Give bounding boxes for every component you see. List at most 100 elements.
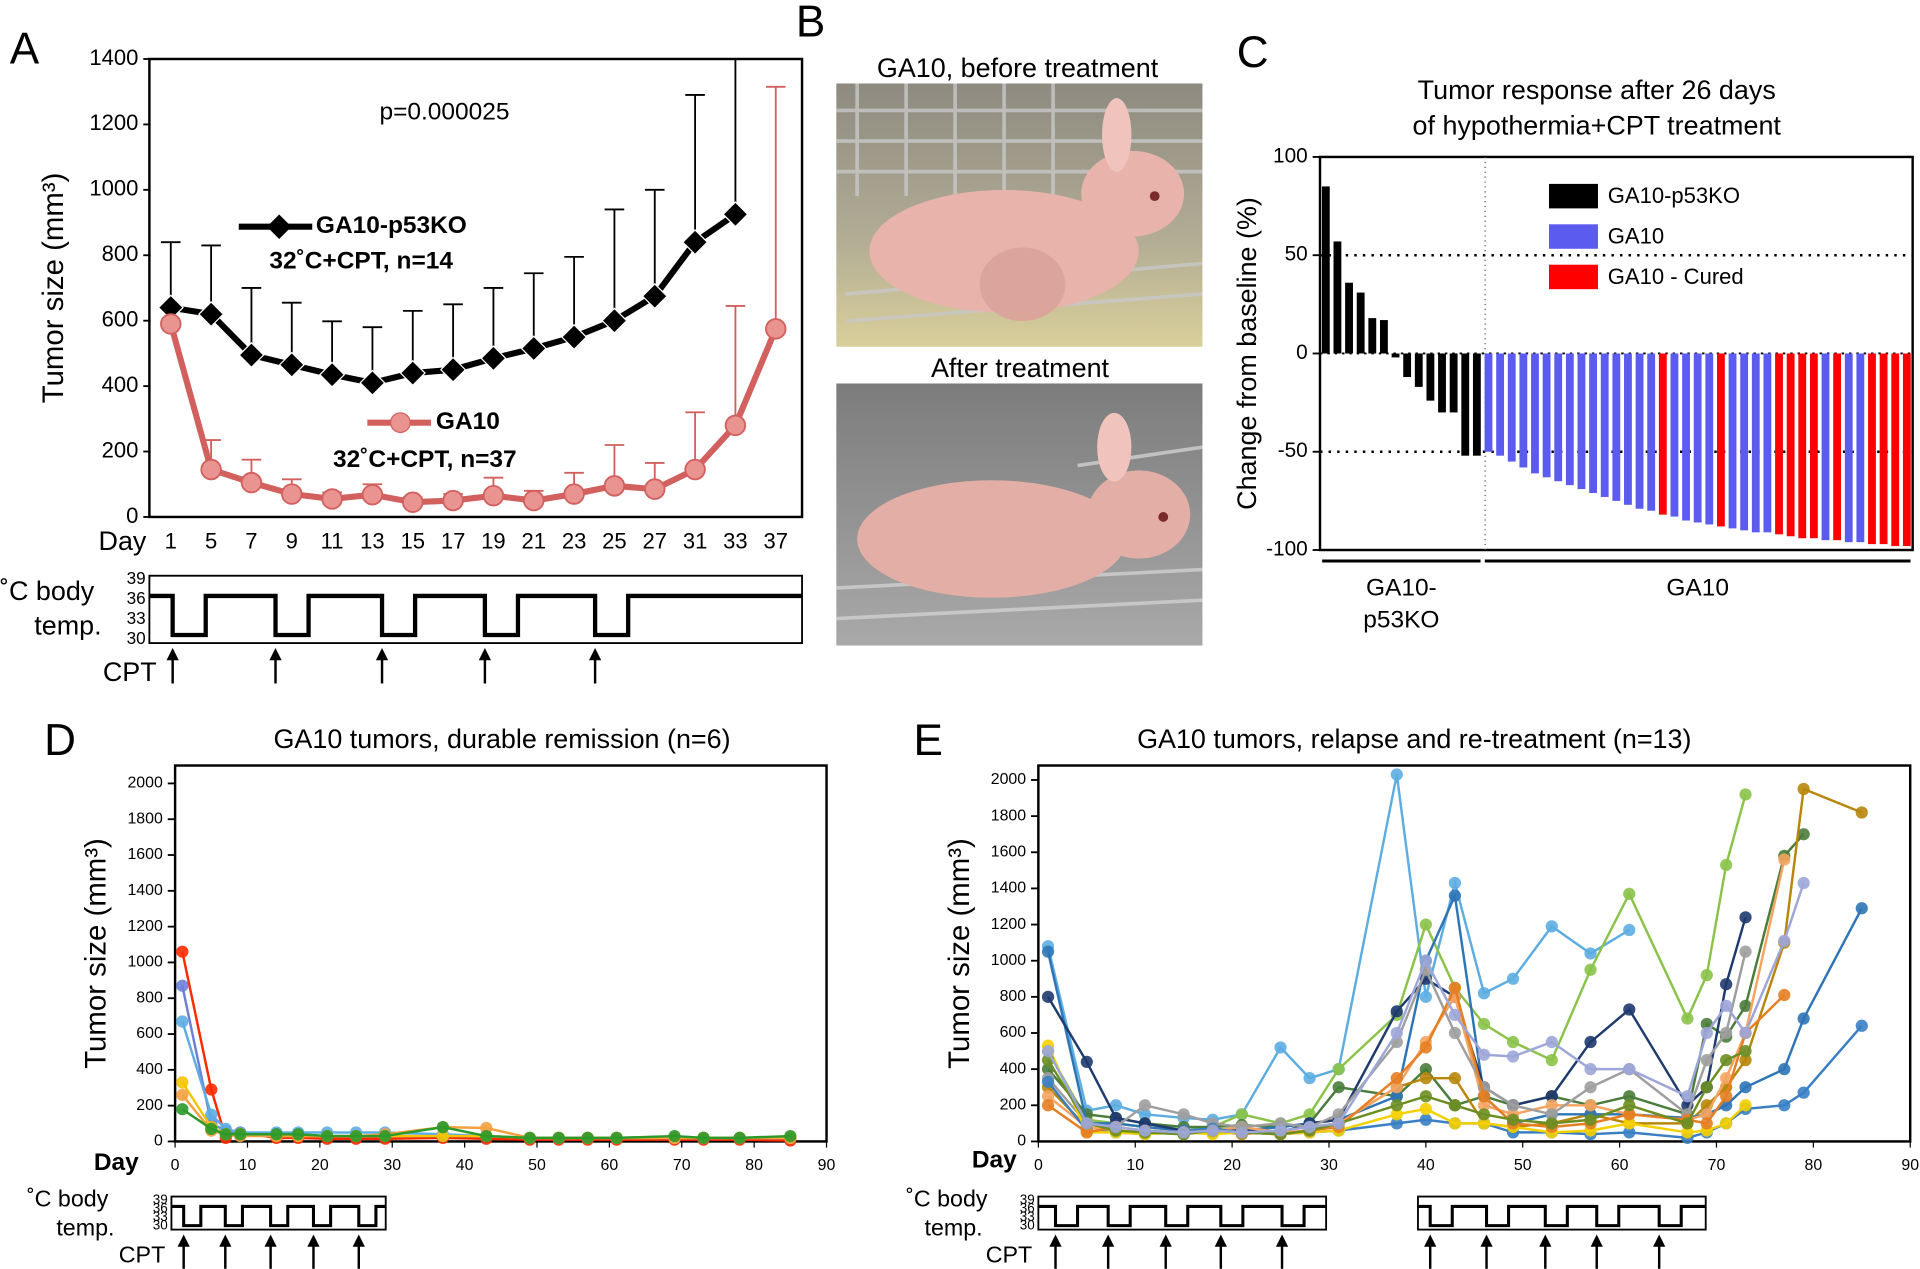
x-tick-label: 25 [602, 528, 627, 553]
point [378, 1129, 392, 1143]
y-tick-label: 2000 [127, 775, 163, 792]
y-tick-label: 1600 [127, 846, 163, 863]
point [480, 345, 507, 372]
point [1778, 853, 1791, 866]
point [1390, 1026, 1403, 1040]
temp-tick-label: 36 [127, 588, 146, 608]
series-line [181, 985, 791, 1140]
legend-swatch [1548, 183, 1598, 209]
y-tick-label: 1200 [127, 918, 163, 935]
y-tick-label: 600 [1000, 1024, 1027, 1041]
bar [1868, 353, 1876, 545]
x-tick-label: 80 [1804, 1157, 1822, 1174]
point [1681, 1090, 1694, 1103]
y-tick-label: 200 [1000, 1096, 1027, 1113]
point [205, 1108, 218, 1121]
y-tick-label: 1400 [89, 45, 138, 70]
point [1739, 1081, 1752, 1094]
y-tick-label: 2000 [991, 771, 1027, 788]
x-tick-label: 80 [745, 1157, 763, 1174]
x-tick-label: 31 [683, 528, 708, 553]
point [442, 489, 464, 512]
point [1739, 1099, 1752, 1112]
point [1080, 1055, 1093, 1069]
y-tick-label: 600 [136, 1025, 163, 1042]
point [601, 307, 628, 334]
x-tick-label: 70 [1708, 1157, 1726, 1174]
point [176, 1103, 189, 1116]
point [1720, 999, 1733, 1013]
bar [1507, 353, 1516, 462]
temp-tick-label: 36 [1020, 1200, 1035, 1215]
cpt-arrowhead [1653, 1234, 1666, 1247]
point [1477, 1090, 1491, 1103]
point [238, 341, 265, 369]
point [1584, 1099, 1597, 1112]
y-tick-label: 1600 [991, 843, 1027, 860]
schematic-box [1417, 1195, 1707, 1231]
y-tick-label: 1400 [127, 882, 163, 899]
x-tick-label: 30 [383, 1157, 401, 1174]
point [1477, 1048, 1491, 1061]
x-tick-label: 10 [239, 1157, 257, 1174]
point [1274, 1041, 1287, 1054]
point [1041, 1099, 1055, 1112]
bar [1600, 353, 1609, 497]
photo-after [836, 383, 1203, 646]
group-label: GA10 [1666, 575, 1729, 602]
point [1390, 1081, 1403, 1094]
point [1700, 969, 1713, 982]
y-tick-label: 0 [1017, 1133, 1026, 1150]
point [399, 359, 426, 387]
schematic-label: temp. [34, 610, 101, 640]
point [1390, 1072, 1403, 1085]
point [205, 1122, 218, 1136]
point [1700, 1053, 1713, 1067]
point [219, 1128, 232, 1141]
bar [1786, 353, 1795, 537]
y-tick-label: 400 [1000, 1060, 1027, 1077]
point [1419, 1063, 1432, 1076]
x-tick-label: 20 [311, 1157, 329, 1174]
x-tick-label: 19 [481, 528, 506, 553]
cpt-arrowhead [1275, 1234, 1289, 1247]
point [563, 483, 585, 505]
point [765, 318, 787, 340]
y-tick-label: 1000 [89, 176, 138, 201]
x-tick-label: 90 [1901, 1157, 1919, 1174]
point [722, 201, 749, 228]
photo-caption: After treatment [931, 353, 1110, 383]
legend-swatch [1548, 224, 1598, 249]
bar [1391, 353, 1400, 358]
bar [1531, 353, 1539, 474]
cpt-arrowhead [264, 1234, 277, 1247]
y-tick-label: 600 [102, 307, 139, 332]
bar [1763, 353, 1772, 533]
point [681, 229, 709, 256]
y-tick-label: -100 [1266, 538, 1308, 561]
y-axis-label: Tumor size (mm³) [943, 838, 976, 1069]
cpt-arrowhead [588, 647, 602, 661]
point [1739, 1053, 1752, 1067]
point [1623, 923, 1636, 937]
point [1584, 1063, 1597, 1076]
point [603, 475, 626, 497]
legend-label: GA10-p53KO [316, 212, 467, 239]
point [436, 1120, 450, 1134]
bar [1577, 353, 1586, 490]
schematic-label: ˚C body [0, 576, 95, 606]
x-tick-label: 0 [171, 1157, 180, 1174]
x-tick-label: 37 [763, 528, 788, 553]
y-tick-label: 1400 [991, 880, 1027, 897]
point [482, 484, 505, 507]
point [641, 283, 668, 310]
point [1797, 828, 1810, 841]
point [1177, 1108, 1190, 1121]
point [1419, 1041, 1432, 1054]
y-tick-label: 400 [136, 1061, 163, 1078]
legend-marker [390, 412, 411, 434]
point [1080, 1117, 1093, 1130]
temperature-trace [1417, 1204, 1706, 1228]
point [1332, 1117, 1345, 1130]
cpt-arrowhead [1424, 1234, 1437, 1247]
